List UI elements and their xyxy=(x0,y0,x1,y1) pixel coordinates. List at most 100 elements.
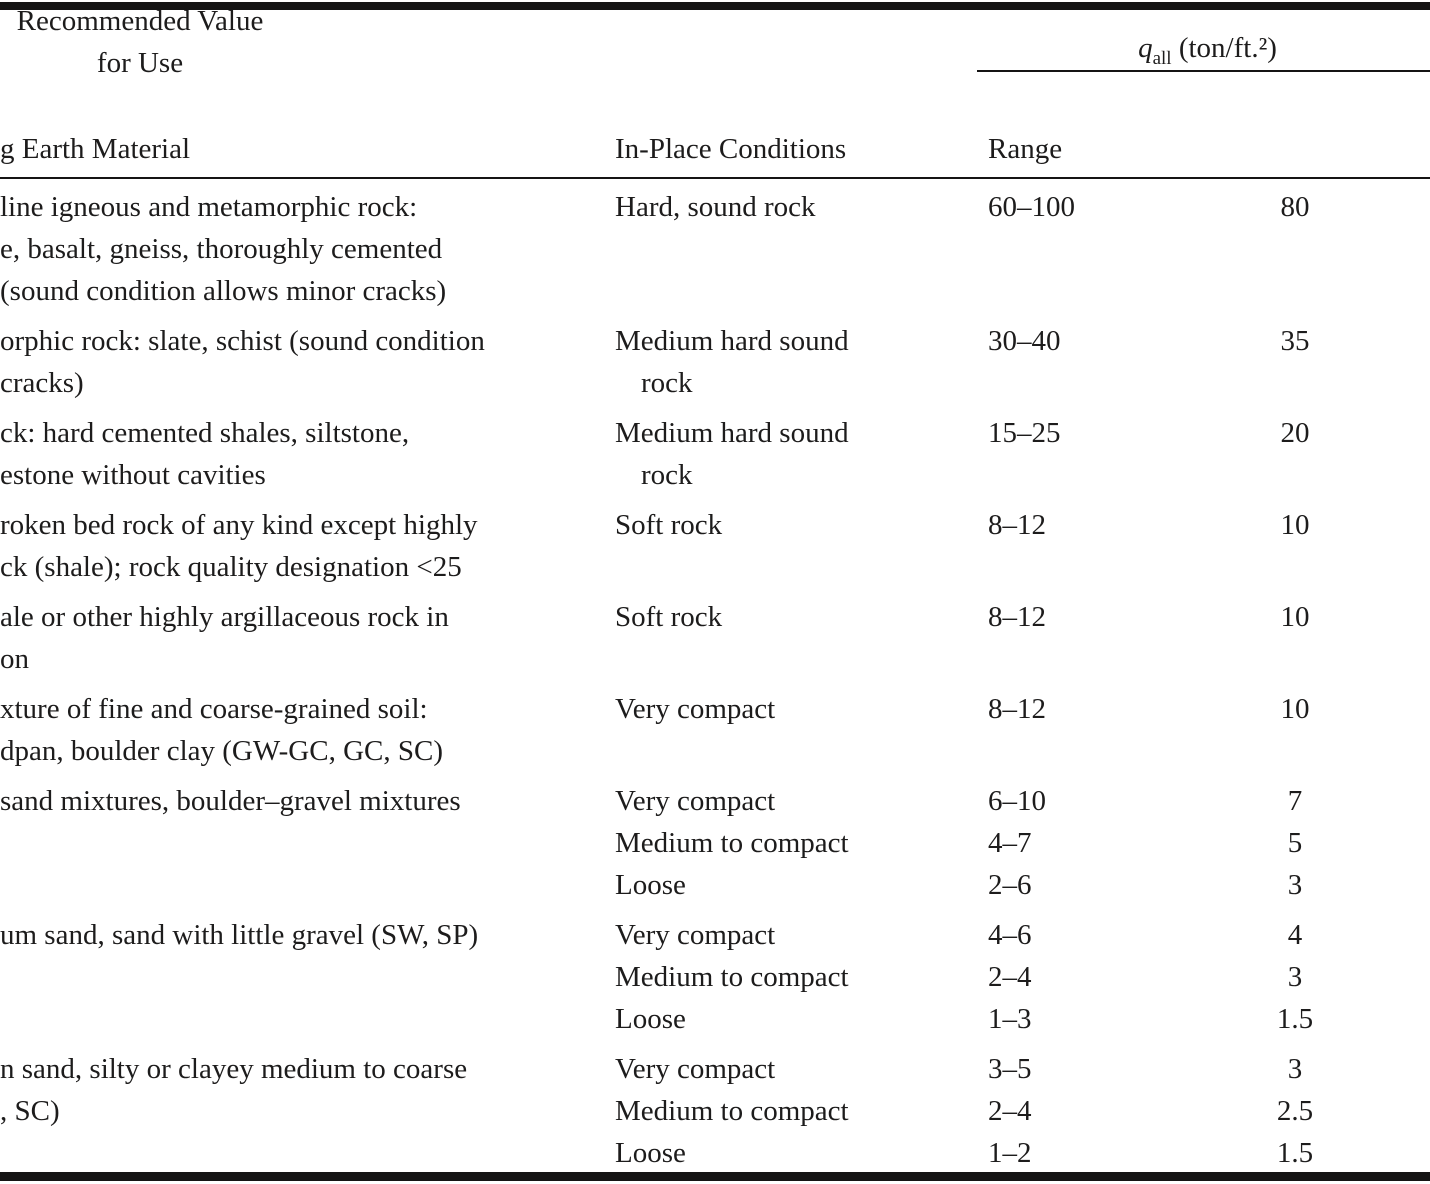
range-cell: 60–100 xyxy=(988,186,1160,312)
condition-line: Soft rock xyxy=(615,601,723,633)
recommended-value: 1.5 xyxy=(1276,1003,1314,1035)
condition-line: rock xyxy=(641,459,693,491)
range-value: 30–40 xyxy=(988,325,1061,357)
column-header-range: Range xyxy=(988,133,1063,165)
material-line: ck: hard cemented shales, siltstone, xyxy=(0,417,410,449)
table-top-rule xyxy=(0,2,1430,10)
range-cell: 8–12 xyxy=(988,504,1160,588)
material-cell: xture of fine and coarse-grained soil: d… xyxy=(0,688,615,772)
material-line: ck (shale); rock quality designation <25 xyxy=(0,551,462,583)
condition-line: Medium to compact xyxy=(615,827,849,859)
recommended-value: 10 xyxy=(1280,509,1310,541)
recommended-value: 3 xyxy=(1287,869,1303,901)
material-cell: orphic rock: slate, schist (sound condit… xyxy=(0,320,615,404)
table-row: sand mixtures, boulder–gravel mixtures V… xyxy=(0,780,1430,906)
material-cell: n sand, silty or clayey medium to coarse… xyxy=(0,1048,615,1174)
material-cell: ale or other highly argillaceous rock in… xyxy=(0,596,615,680)
condition-line: Medium to compact xyxy=(615,1095,849,1127)
condition-line: Medium hard sound xyxy=(615,417,849,449)
material-line: sand mixtures, boulder–gravel mixtures xyxy=(0,785,461,817)
table-row: ale or other highly argillaceous rock in… xyxy=(0,596,1430,680)
range-value: 8–12 xyxy=(988,601,1046,633)
material-line: e, basalt, gneiss, thoroughly cemented xyxy=(0,233,443,265)
material-line: roken bed rock of any kind except highly xyxy=(0,509,478,541)
recommended-value: 35 xyxy=(1280,325,1310,357)
recommended-value: 5 xyxy=(1287,827,1303,859)
recommended-cell: 10 xyxy=(1160,596,1430,680)
column-header-recommended-line2: for Use xyxy=(96,47,184,79)
column-header-material: g Earth Material xyxy=(0,133,191,165)
table-row: orphic rock: slate, schist (sound condit… xyxy=(0,320,1430,404)
conditions-cell: Hard, sound rock xyxy=(615,186,988,312)
material-line: dpan, boulder clay (GW-GC, GC, SC) xyxy=(0,735,443,767)
condition-line: Medium hard sound xyxy=(615,325,849,357)
conditions-cell: Very compact Medium to compact Loose xyxy=(615,780,988,906)
range-cell: 8–12 xyxy=(988,596,1160,680)
material-cell: sand mixtures, boulder–gravel mixtures xyxy=(0,780,615,906)
condition-line: Hard, sound rock xyxy=(615,191,816,223)
material-line: ale or other highly argillaceous rock in xyxy=(0,601,449,633)
conditions-cell: Medium hard sound rock xyxy=(615,412,988,496)
material-line: line igneous and metamorphic rock: xyxy=(0,191,418,223)
recommended-value: 10 xyxy=(1280,693,1310,725)
recommended-value: 2.5 xyxy=(1276,1095,1314,1127)
recommended-cell: 10 xyxy=(1160,504,1430,588)
table-row: xture of fine and coarse-grained soil: d… xyxy=(0,688,1430,772)
conditions-cell: Soft rock xyxy=(615,504,988,588)
condition-line: Very compact xyxy=(615,919,776,951)
range-value: 6–10 xyxy=(988,785,1046,817)
condition-line: Loose xyxy=(615,869,686,901)
recommended-cell: 7 5 3 xyxy=(1160,780,1430,906)
material-line: on xyxy=(0,643,29,675)
table-bottom-rule xyxy=(0,1172,1430,1181)
material-line: um sand, sand with little gravel (SW, SP… xyxy=(0,919,479,951)
material-line: xture of fine and coarse-grained soil: xyxy=(0,693,428,725)
conditions-cell: Very compact Medium to compact Loose xyxy=(615,1048,988,1174)
range-cell: 6–10 4–7 2–6 xyxy=(988,780,1160,906)
range-cell: 30–40 xyxy=(988,320,1160,404)
q-subscript: all xyxy=(1152,47,1172,69)
table-row: um sand, sand with little gravel (SW, SP… xyxy=(0,914,1430,1040)
range-cell: 8–12 xyxy=(988,688,1160,772)
condition-line: Very compact xyxy=(615,1053,776,1085)
condition-line: rock xyxy=(641,367,693,399)
q-symbol: q xyxy=(1138,32,1153,64)
condition-line: Soft rock xyxy=(615,509,723,541)
range-value: 1–3 xyxy=(988,1003,1032,1035)
material-cell: ck: hard cemented shales, siltstone, est… xyxy=(0,412,615,496)
qall-spanner-rule xyxy=(977,70,1430,72)
range-value: 2–4 xyxy=(988,961,1032,993)
q-units: (ton/ft.²) xyxy=(1171,32,1277,64)
range-value: 8–12 xyxy=(988,509,1046,541)
table-row: n sand, silty or clayey medium to coarse… xyxy=(0,1048,1430,1174)
condition-line: Very compact xyxy=(615,693,776,725)
material-cell: roken bed rock of any kind except highly… xyxy=(0,504,615,588)
recommended-cell: 10 xyxy=(1160,688,1430,772)
range-value: 15–25 xyxy=(988,417,1061,449)
table-body: line igneous and metamorphic rock: e, ba… xyxy=(0,186,1430,1182)
range-value: 3–5 xyxy=(988,1053,1032,1085)
condition-line: Loose xyxy=(615,1137,686,1169)
recommended-value: 4 xyxy=(1287,919,1303,951)
material-line: estone without cavities xyxy=(0,459,266,491)
recommended-value: 20 xyxy=(1280,417,1310,449)
material-line: cracks) xyxy=(0,367,84,399)
material-line: , SC) xyxy=(0,1095,60,1127)
range-cell: 4–6 2–4 1–3 xyxy=(988,914,1160,1040)
material-cell: um sand, sand with little gravel (SW, SP… xyxy=(0,914,615,1040)
range-value: 2–6 xyxy=(988,869,1032,901)
column-header-recommended-line1: Recommended Value xyxy=(16,5,264,37)
condition-line: Very compact xyxy=(615,785,776,817)
conditions-cell: Very compact xyxy=(615,688,988,772)
range-value: 4–7 xyxy=(988,827,1032,859)
recommended-value: 3 xyxy=(1287,1053,1303,1085)
header-bottom-rule xyxy=(0,177,1430,179)
recommended-cell: 35 xyxy=(1160,320,1430,404)
conditions-cell: Soft rock xyxy=(615,596,988,680)
recommended-cell: 20 xyxy=(1160,412,1430,496)
recommended-cell: 3 2.5 1.5 xyxy=(1160,1048,1430,1174)
column-header-recommended: Recommended Value for Use xyxy=(0,0,280,84)
column-header-conditions: In-Place Conditions xyxy=(615,133,847,165)
recommended-value: 3 xyxy=(1287,961,1303,993)
